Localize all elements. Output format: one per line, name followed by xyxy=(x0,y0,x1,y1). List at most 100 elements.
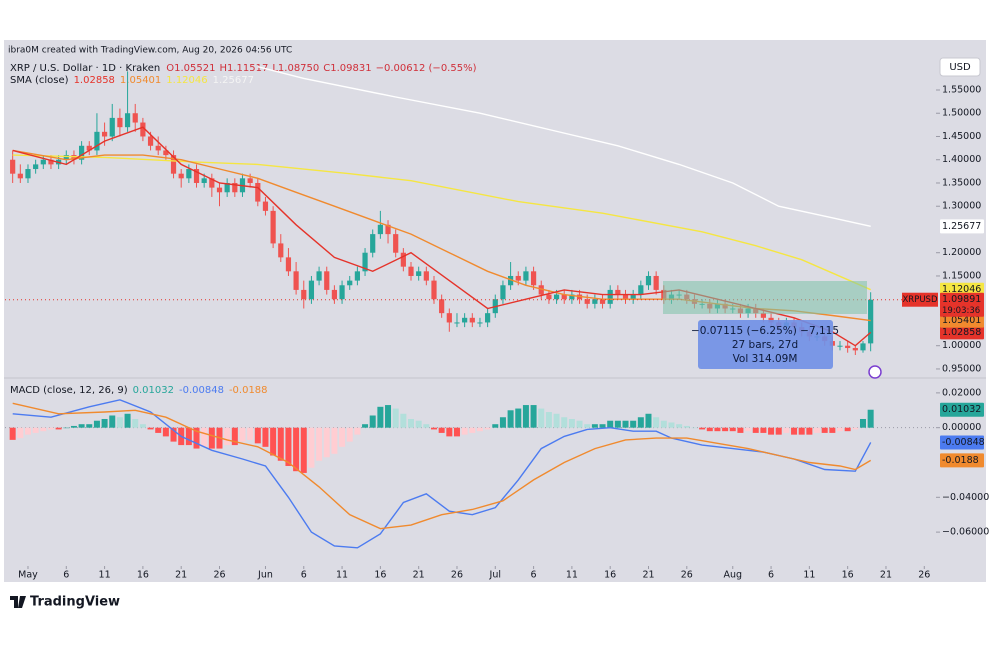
y-tick-label: 1.30000 xyxy=(942,201,981,212)
histogram-bar xyxy=(185,427,192,446)
histogram-bar xyxy=(453,427,460,437)
symbol-line: XRP / U.S. Dollar · 1D · Kraken O1.05521 H… xyxy=(10,63,477,74)
candle-body xyxy=(553,294,560,300)
histogram-bar xyxy=(63,427,70,429)
candle-body xyxy=(400,252,406,267)
histogram-bar xyxy=(607,420,614,428)
candle-body xyxy=(354,271,360,281)
candle-body xyxy=(561,294,567,300)
candle-body xyxy=(477,322,483,324)
candle-body xyxy=(232,182,238,193)
histogram-bar xyxy=(645,413,652,428)
histogram-bar xyxy=(614,420,621,428)
x-tick-label: 11 xyxy=(336,570,348,581)
candle-body xyxy=(155,145,161,151)
histogram-bar xyxy=(576,420,583,428)
histogram-bar xyxy=(24,427,31,435)
candle-body xyxy=(622,294,629,300)
candle-body xyxy=(109,117,115,137)
histogram-bar xyxy=(139,424,146,428)
histogram-bar xyxy=(277,427,284,461)
histogram-bar xyxy=(392,408,399,428)
last-price-badge-time: 19:03:36 xyxy=(942,306,980,316)
histogram-bar xyxy=(93,420,100,428)
histogram-bar xyxy=(530,405,537,428)
x-tick-label: Jul xyxy=(489,570,501,581)
x-tick-label: 6 xyxy=(63,570,69,581)
histogram-bar xyxy=(545,412,552,428)
histogram-badge: 0.01032 xyxy=(942,404,981,415)
histogram-bar xyxy=(691,427,698,429)
histogram-bar xyxy=(316,427,323,461)
candle-body xyxy=(186,169,192,179)
y-tick-label: 0.95000 xyxy=(942,363,981,374)
histogram-bar xyxy=(752,427,759,433)
histogram-bar xyxy=(385,405,392,428)
histogram-bar xyxy=(798,427,805,435)
macd-badge: -0.00848 xyxy=(942,437,985,448)
candle-body xyxy=(599,299,606,304)
x-tick-label: 21 xyxy=(880,570,892,581)
symbol-badge-bg xyxy=(902,292,938,307)
candle-body xyxy=(454,322,460,324)
indicator-line xyxy=(12,399,872,549)
macd-badge-bg xyxy=(940,435,984,450)
candle-body xyxy=(33,164,39,170)
histogram-bar xyxy=(446,427,453,437)
histogram-bar xyxy=(285,427,292,466)
histogram-bar xyxy=(538,408,545,428)
candle-body xyxy=(431,280,437,300)
legend-value: 0.01032 xyxy=(133,385,174,396)
histogram-bar xyxy=(637,417,644,428)
histogram-bar xyxy=(408,418,415,428)
histogram-bar xyxy=(515,408,522,428)
histogram-bar xyxy=(852,427,859,430)
candle-body xyxy=(860,343,866,351)
candle-body xyxy=(270,210,276,244)
candle-body xyxy=(48,159,54,165)
candle-body xyxy=(538,285,544,295)
histogram-bar xyxy=(300,427,307,473)
histogram-bar xyxy=(630,420,637,428)
histogram-bar xyxy=(729,427,736,432)
histogram-bar xyxy=(714,427,721,432)
candle-body xyxy=(209,178,215,188)
macd-legend: MACD (close, 12, 26, 9) 0.01032 -0.00848 -0… xyxy=(10,385,268,396)
histogram-bar xyxy=(369,415,376,428)
candle-body xyxy=(569,294,575,300)
candle-body xyxy=(592,299,598,304)
indicator-line xyxy=(12,402,872,530)
ohlc-low: L1.08750 xyxy=(272,63,319,74)
symbol: XRP / U.S. Dollar · 1D · Kraken xyxy=(10,63,160,74)
histogram-bar xyxy=(32,427,39,433)
candle-body xyxy=(25,169,31,179)
ohlc-change: −0.00612 (−0.55%) xyxy=(376,63,477,74)
histogram-bar xyxy=(201,427,208,447)
histogram-bar xyxy=(461,427,468,435)
candle-body xyxy=(760,313,767,318)
candle-body xyxy=(278,243,284,258)
candle-body xyxy=(147,136,154,146)
histogram-bar xyxy=(47,427,54,430)
histogram-bar xyxy=(507,410,514,428)
candle-body xyxy=(584,299,590,304)
y-tick-label: −0.06000 xyxy=(942,527,989,538)
y-tick-label: 1.35000 xyxy=(942,177,981,188)
candle-body xyxy=(423,271,429,281)
histogram-bar xyxy=(568,418,575,428)
sma-title: SMA (close) xyxy=(10,75,69,86)
measure-change: −0.07115 (−6.25%) −7,115 xyxy=(691,325,839,337)
legend-value: 1.02858 xyxy=(74,75,115,86)
histogram-bar xyxy=(354,427,361,435)
candle-body xyxy=(523,271,529,281)
histogram-bar xyxy=(323,427,330,458)
currency-box[interactable] xyxy=(939,57,981,77)
x-tick-label: 16 xyxy=(842,570,854,581)
candle-body xyxy=(140,122,146,137)
cursor-icon[interactable] xyxy=(868,365,882,379)
sma-badge: 1.02858 xyxy=(942,327,981,338)
symbol-badge: XRPUSD xyxy=(902,295,937,305)
x-tick-label: Jun xyxy=(257,570,273,581)
candle-body xyxy=(362,252,368,272)
y-tick-label: 1.50000 xyxy=(942,108,981,119)
